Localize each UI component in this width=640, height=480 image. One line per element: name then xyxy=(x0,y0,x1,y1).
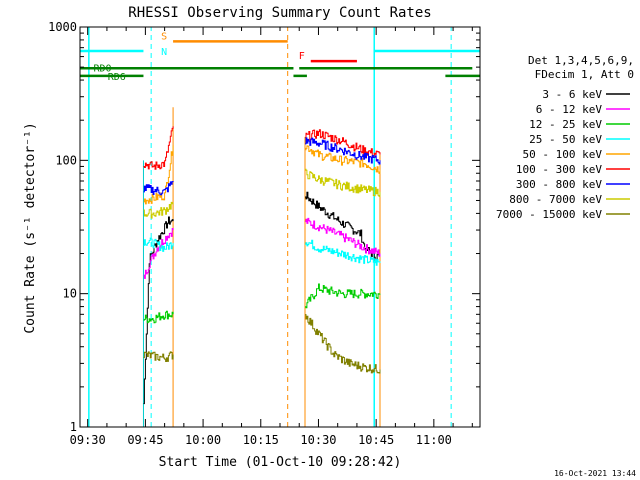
x-tick-label-2: 09:45 xyxy=(127,433,163,447)
x-axis-label: Start Time (01-Oct-10 09:28:42) xyxy=(159,455,402,470)
series-line-3-seg1 xyxy=(143,310,174,324)
series-line-6-seg1 xyxy=(143,126,174,170)
legend-label-8: 800 - 7000 keV xyxy=(509,193,602,206)
series-line-6-seg2 xyxy=(305,129,381,157)
marker-label-f: F xyxy=(299,51,305,62)
series-line-8-seg1 xyxy=(143,201,174,219)
series-line-8-seg2 xyxy=(305,168,381,197)
marker-label-s: S xyxy=(161,31,167,42)
x-tick-label-4: 10:15 xyxy=(243,433,279,447)
series-line-1-seg2 xyxy=(305,191,381,261)
x-tick-label-3: 10:00 xyxy=(185,433,221,447)
axes: 1 10 100 1000 09:30 09:45 10:00 10:15 10:30 10:45… xyxy=(48,20,481,447)
series-line-4-seg2 xyxy=(305,239,381,266)
series-line-9-seg1 xyxy=(143,351,174,362)
timestamp-label: 16-Oct-2021 13:44 xyxy=(554,469,636,478)
x-tick-label-7: 11:00 xyxy=(416,433,452,447)
marker-label-rd6: RD6 xyxy=(108,72,126,83)
series-line-5-seg1 xyxy=(143,145,174,205)
series-line-9-seg2 xyxy=(305,314,381,374)
legend-label-5: 50 - 100 keV xyxy=(523,148,603,161)
legend-label-4: 25 - 50 keV xyxy=(529,133,602,146)
series-line-5-seg2 xyxy=(305,145,381,174)
series-line-4-seg1 xyxy=(143,237,174,252)
series-line-2-seg2 xyxy=(305,217,381,257)
plot-frame xyxy=(79,26,481,428)
x-tick-label-1: 09:30 xyxy=(70,433,106,447)
series-line-7-seg2 xyxy=(305,137,381,165)
marker-label-rd0: RD0 xyxy=(93,63,111,74)
chart-title: RHESSI Observing Summary Count Rates xyxy=(128,5,431,21)
marker-label-n: N xyxy=(161,47,167,58)
series-line-3-seg2 xyxy=(305,283,381,309)
x-tick-label-6: 10:45 xyxy=(358,433,394,447)
series-line-2-seg1 xyxy=(143,228,174,279)
y-tick-label-1: 1 xyxy=(70,420,77,434)
y-tick-label-3: 100 xyxy=(55,153,77,167)
legend-label-1: 3 - 6 keV xyxy=(542,88,602,101)
legend-label-2: 6 - 12 keV xyxy=(536,103,603,116)
legend-label-9: 7000 - 15000 keV xyxy=(496,208,602,221)
legend: Det 1,3,4,5,6,9, FDecim 1, Att 0 3 - 6 k… xyxy=(496,54,634,221)
y-axis-label: Count Rate (s⁻¹ detector⁻¹) xyxy=(23,122,38,333)
series-line-1-seg1 xyxy=(143,216,174,405)
legend-label-3: 12 - 25 keV xyxy=(529,118,602,131)
x-tick-label-5: 10:30 xyxy=(300,433,336,447)
y-tick-label-4: 1000 xyxy=(48,20,77,34)
series-line-7-seg1 xyxy=(143,181,174,196)
legend-header-2: FDecim 1, Att 0 xyxy=(535,68,634,81)
legend-label-7: 300 - 800 keV xyxy=(516,178,602,191)
y-tick-label-2: 10 xyxy=(63,287,77,301)
legend-label-6: 100 - 300 keV xyxy=(516,163,602,176)
legend-header-1: Det 1,3,4,5,6,9, xyxy=(528,54,634,67)
plot-layer xyxy=(88,27,452,427)
